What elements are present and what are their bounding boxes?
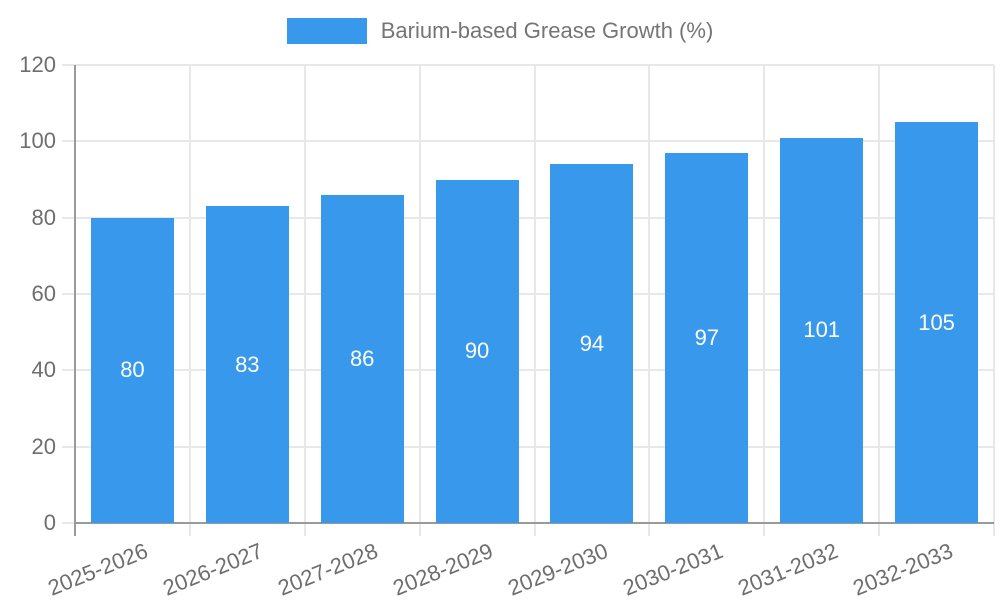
x-tick-mark — [993, 523, 995, 536]
x-tick-mark — [418, 523, 421, 536]
x-gridline — [188, 65, 191, 523]
y-tick-mark — [62, 369, 75, 372]
y-axis-tick-label: 0 — [43, 510, 56, 535]
y-axis-tick-label: 100 — [19, 128, 56, 154]
y-tick-mark — [62, 216, 75, 219]
x-gridline — [648, 65, 651, 523]
x-gridline — [533, 65, 536, 523]
x-tick-mark — [533, 523, 536, 536]
bar: 105 — [895, 122, 979, 523]
y-axis-tick-label: 20 — [31, 433, 56, 459]
bar-value-label: 97 — [694, 324, 720, 350]
bar-value-label: 83 — [235, 351, 260, 377]
y-axis-tick-label: 80 — [31, 204, 56, 230]
y-axis-line — [74, 65, 76, 536]
bar-value-label: 94 — [579, 330, 605, 356]
y-tick-mark — [62, 445, 75, 448]
y-tick-mark — [62, 293, 75, 295]
x-tick-mark — [648, 523, 651, 536]
y-axis-tick-label: 120 — [19, 52, 56, 77]
bar-value-label: 80 — [120, 357, 145, 383]
y-tick-mark — [62, 140, 75, 143]
bar-value-label: 101 — [803, 317, 841, 343]
x-axis-line — [75, 522, 994, 524]
x-gridline — [763, 65, 766, 523]
x-gridline — [878, 65, 881, 523]
legend-label: Barium-based Grease Growth (%) — [380, 18, 714, 43]
bar: 80 — [90, 217, 174, 523]
bar: 97 — [665, 152, 749, 523]
bar: 94 — [550, 164, 634, 523]
y-tick-mark — [62, 64, 75, 66]
bar: 90 — [435, 179, 519, 523]
bar: 101 — [780, 137, 864, 523]
x-tick-mark — [763, 523, 766, 536]
bar: 86 — [320, 194, 404, 523]
y-axis-tick-label: 40 — [31, 357, 56, 383]
y-tick-mark — [62, 522, 75, 524]
bar-value-label: 90 — [464, 338, 490, 364]
x-gridline — [993, 65, 995, 523]
legend-item[interactable]: Barium-based Grease Growth (%) — [286, 18, 714, 44]
bar-value-label: 105 — [918, 309, 955, 335]
y-axis-tick-label: 60 — [31, 281, 56, 306]
chart-legend: Barium-based Grease Growth (%) — [0, 18, 1000, 44]
x-tick-mark — [188, 523, 191, 536]
x-gridline — [418, 65, 421, 523]
x-tick-mark — [303, 523, 306, 536]
legend-swatch-icon — [286, 18, 367, 44]
bar: 83 — [205, 206, 289, 523]
x-tick-mark — [878, 523, 881, 536]
x-gridline — [303, 65, 306, 523]
bar-value-label: 86 — [349, 345, 375, 371]
